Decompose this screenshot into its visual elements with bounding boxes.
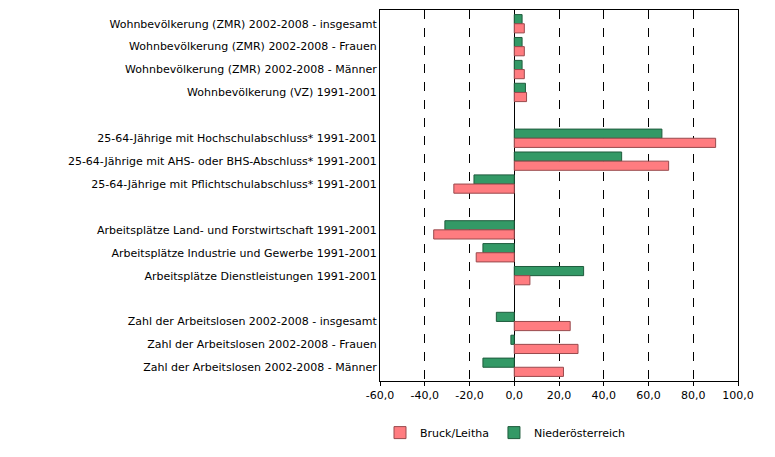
svg-text:Arbeitsplätze Land- und Forstw: Arbeitsplätze Land- und Forstwirtschaft … [97,224,377,237]
svg-text:Wohnbevölkerung (ZMR) 2002-200: Wohnbevölkerung (ZMR) 2002-2008 - Frauen [129,40,377,53]
svg-text:-20,0: -20,0 [455,389,483,402]
svg-text:Zahl der Arbeitslosen 2002-200: Zahl der Arbeitslosen 2002-2008 - insges… [128,315,378,328]
svg-text:Bruck/Leitha: Bruck/Leitha [420,427,489,440]
svg-text:Zahl der Arbeitslosen 2002-200: Zahl der Arbeitslosen 2002-2008 - Frauen [147,338,377,351]
svg-text:Wohnbevölkerung (ZMR) 2002-200: Wohnbevölkerung (ZMR) 2002-2008 - Männer [125,63,377,76]
svg-text:20,0: 20,0 [547,389,572,402]
svg-text:-60,0: -60,0 [366,389,394,402]
svg-text:25-64-Jährige mit Pflichtschul: 25-64-Jährige mit Pflichtschulabschluss*… [91,178,377,191]
svg-text:Wohnbevölkerung (ZMR) 2002-200: Wohnbevölkerung (ZMR) 2002-2008 - insges… [109,18,377,31]
svg-text:Wohnbevölkerung (VZ) 1991-2001: Wohnbevölkerung (VZ) 1991-2001 [187,86,377,99]
svg-text:40,0: 40,0 [592,389,617,402]
svg-text:-40,0: -40,0 [411,389,439,402]
svg-text:Arbeitsplätze Dienstleistungen: Arbeitsplätze Dienstleistungen 1991-2001 [144,270,376,283]
svg-text:Zahl der Arbeitslosen 2002-200: Zahl der Arbeitslosen 2002-2008 - Männer [143,361,377,374]
svg-text:25-64-Jährige mit Hochschulabs: 25-64-Jährige mit Hochschulabschluss* 19… [97,132,377,145]
svg-text:80,0: 80,0 [681,389,706,402]
svg-text:Niederösterreich: Niederösterreich [534,427,625,440]
svg-text:0,0: 0,0 [506,389,524,402]
svg-text:100,0: 100,0 [722,389,754,402]
svg-text:60,0: 60,0 [636,389,661,402]
svg-text:25-64-Jährige mit AHS- oder BH: 25-64-Jährige mit AHS- oder BHS-Abschlus… [68,155,377,168]
svg-text:Arbeitsplätze Industrie und Ge: Arbeitsplätze Industrie und Gewerbe 1991… [112,247,377,260]
